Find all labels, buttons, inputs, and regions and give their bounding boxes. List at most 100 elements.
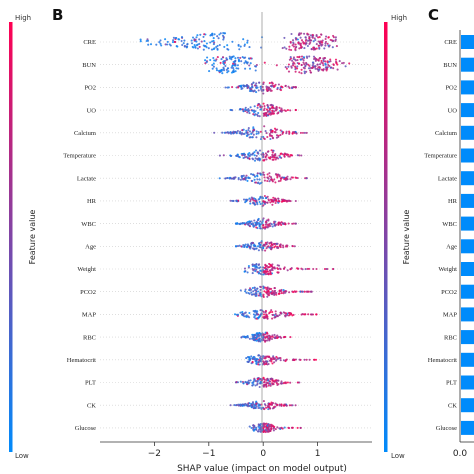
shap-point — [253, 105, 256, 108]
shap-point — [264, 309, 267, 312]
shap-point — [254, 197, 257, 201]
shap-point — [212, 56, 215, 60]
shap-point — [234, 245, 238, 248]
shap-point — [267, 219, 270, 222]
shap-point — [279, 382, 282, 385]
shap-point — [267, 362, 270, 366]
shap-point — [251, 267, 254, 271]
shap-point — [259, 246, 262, 249]
right-colorbar-title: Feature value — [402, 210, 411, 265]
shap-point — [273, 197, 277, 200]
shap-point — [262, 83, 265, 86]
shap-point — [282, 311, 285, 314]
shap-point — [312, 62, 315, 65]
shap-point — [285, 404, 288, 407]
shap-point — [328, 64, 331, 68]
shap-point — [328, 44, 331, 47]
shap-point — [217, 69, 220, 72]
shap-point — [303, 63, 306, 66]
shap-point — [271, 130, 274, 133]
shap-point — [298, 358, 301, 361]
feature-label-wbc: WBC — [81, 221, 96, 228]
shap-point — [282, 176, 286, 179]
left-colorbar-bar — [9, 22, 13, 452]
shap-point — [348, 62, 351, 65]
shap-point — [290, 32, 293, 36]
shap-point — [296, 381, 299, 384]
shap-point — [266, 201, 269, 204]
shap-point — [277, 221, 280, 224]
shap-point — [289, 200, 292, 203]
shap-point — [248, 311, 251, 315]
panel-c: C CRE BUN PO2 UO Calcium Temperature Lactate HR… — [424, 6, 474, 459]
shap-point — [274, 405, 277, 408]
shap-point — [245, 83, 248, 87]
bar-label-cre: CRE — [444, 39, 457, 46]
feature-label-uo: UO — [87, 107, 97, 114]
shap-point — [222, 66, 225, 69]
shap-point — [282, 292, 285, 295]
shap-point — [229, 404, 232, 407]
shap-point — [239, 56, 242, 59]
shap-point — [221, 131, 224, 134]
shap-point — [232, 70, 235, 73]
shap-point — [295, 176, 298, 179]
shap-point — [298, 381, 301, 384]
shap-point — [245, 291, 248, 294]
shap-point — [231, 40, 234, 43]
shap-point — [251, 109, 254, 112]
shap-point — [274, 181, 277, 184]
shap-point — [256, 172, 259, 175]
shap-point — [268, 337, 272, 340]
shap-point — [282, 246, 285, 249]
feature-label-pco2: PCO2 — [80, 289, 96, 296]
shap-point — [204, 59, 207, 62]
shap-point — [310, 313, 314, 316]
shap-point — [253, 159, 257, 162]
shap-point — [268, 110, 271, 113]
shap-point — [277, 135, 280, 138]
shap-point — [266, 315, 269, 318]
shap-point — [249, 404, 252, 407]
shap-point — [275, 64, 278, 67]
shap-point — [289, 336, 292, 339]
shap-point — [248, 151, 251, 155]
shap-point — [344, 65, 347, 68]
shap-point — [266, 135, 269, 139]
shap-point — [270, 176, 273, 179]
shap-point — [198, 42, 201, 45]
shap-point — [238, 223, 241, 226]
feature-label-calcium: Calcium — [74, 130, 96, 137]
shap-point — [241, 380, 244, 383]
shap-point — [320, 61, 323, 64]
shap-point — [246, 271, 249, 274]
shap-point — [257, 363, 260, 366]
shap-point — [252, 244, 255, 247]
shap-point — [256, 178, 259, 181]
shap-point — [253, 406, 256, 409]
shap-point — [229, 199, 232, 202]
shap-point — [272, 429, 275, 432]
shap-point — [299, 290, 302, 293]
shap-point — [296, 67, 299, 70]
shap-point — [159, 42, 162, 45]
shap-point — [332, 63, 335, 67]
shap-point — [200, 40, 203, 43]
shap-point — [273, 130, 276, 133]
shap-point — [230, 56, 233, 59]
shap-point — [212, 48, 215, 51]
shap-point — [248, 197, 251, 200]
shap-point — [180, 36, 184, 39]
shap-point — [199, 33, 202, 36]
shap-point — [300, 68, 303, 71]
shap-point — [330, 39, 333, 42]
shap-point — [230, 66, 233, 69]
shap-point — [307, 33, 310, 36]
shap-point — [266, 89, 269, 92]
shap-point — [263, 227, 267, 230]
shap-point — [292, 57, 295, 60]
shap-point — [250, 173, 253, 176]
shap-point — [196, 34, 199, 37]
shap-point — [310, 39, 313, 42]
